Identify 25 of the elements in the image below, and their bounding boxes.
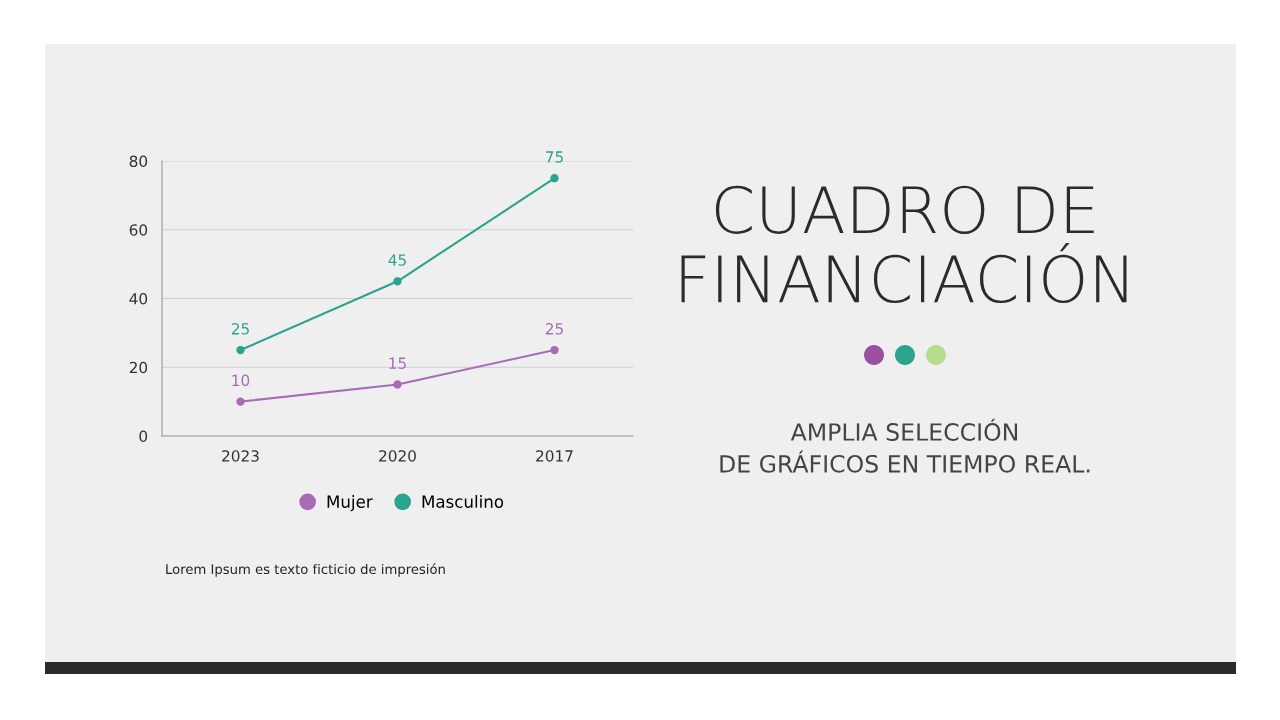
text: AMPLIA SELECCIÓN DE GRÁFICOS EN TIEMPO REAL. — [720, 418, 1090, 473]
y-tick-label: 0 — [139, 430, 148, 443]
data-label: 75 — [546, 151, 563, 163]
point — [550, 174, 559, 183]
data-label: 15 — [389, 357, 406, 369]
text: Lorem Ipsum es texto ficticio de impresión — [166, 563, 445, 577]
data-label: 25 — [545, 323, 563, 335]
y-tick-label: 60 — [129, 224, 148, 236]
legend-label: Mujer — [327, 495, 373, 512]
point — [236, 345, 245, 355]
x-tick-label: 2017 — [536, 450, 573, 462]
text: CUADRO DE FINANCIACIÓN — [681, 185, 1127, 304]
data-label: 25 — [231, 323, 249, 335]
point — [550, 345, 559, 355]
legend-label: Masculino — [422, 495, 504, 508]
point — [236, 397, 245, 406]
y-tick-label: 40 — [129, 292, 148, 305]
data-label: 45 — [388, 254, 406, 266]
y-tick-label: 80 — [129, 155, 148, 168]
point — [393, 277, 402, 286]
y-tick-label: 20 — [129, 361, 148, 374]
x-tick-label: 2023 — [222, 450, 259, 462]
x-tick-label: 2020 — [379, 450, 416, 462]
data-label: 10 — [232, 374, 250, 387]
point — [393, 380, 402, 389]
